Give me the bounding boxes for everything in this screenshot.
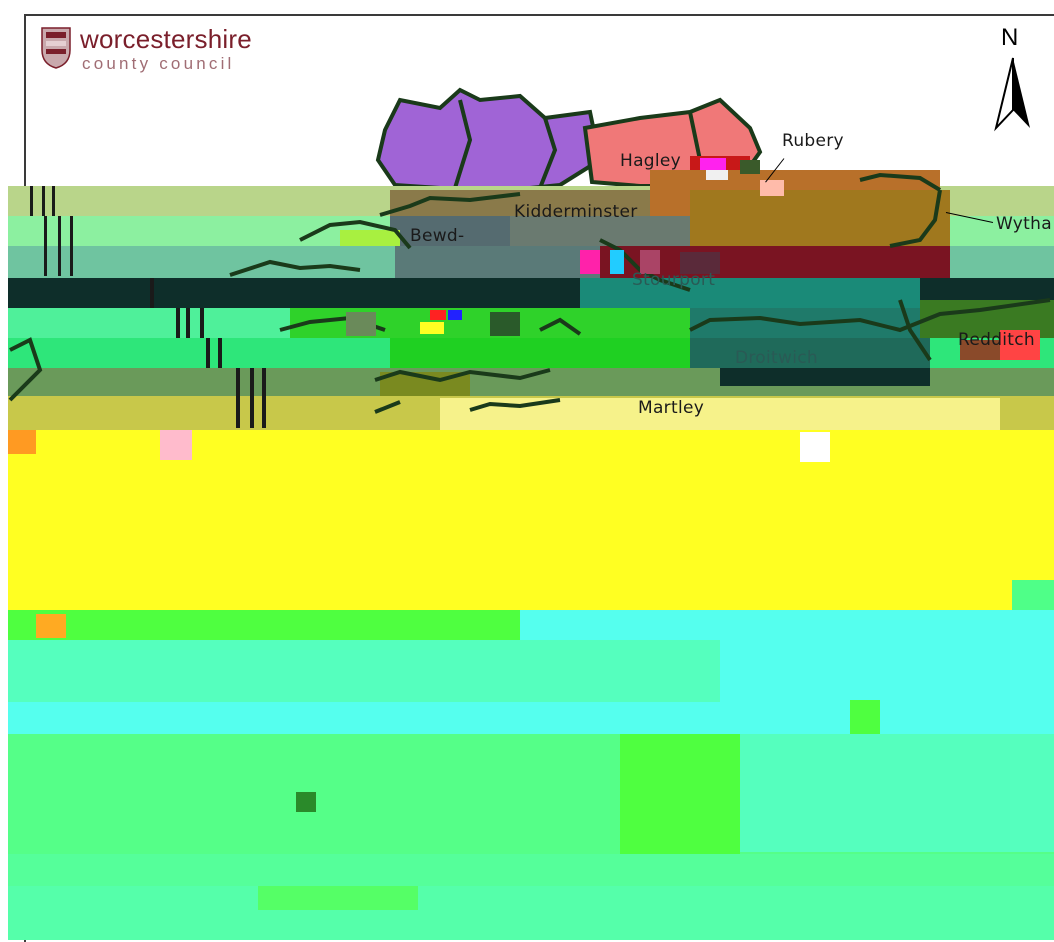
place-label-redditch: Redditch <box>958 330 1035 350</box>
region-purple <box>375 87 603 193</box>
place-label-kidderminster: Kidderminster <box>514 202 638 222</box>
place-label-hagley: Hagley <box>620 151 682 171</box>
place-label-martley: Martley <box>638 398 705 418</box>
place-label-stourport: Stourport <box>632 270 716 290</box>
artifact-bars <box>30 186 266 428</box>
logo-subtitle: county council <box>82 54 235 73</box>
north-arrow-icon <box>994 57 1030 132</box>
place-label-rubery: Rubery <box>782 131 844 151</box>
logo-wordmark: worcestershire <box>80 24 252 54</box>
place-label-bewdley: Bewd- <box>410 226 465 246</box>
place-label-wythall: Wytha <box>996 214 1052 234</box>
north-arrow: N <box>988 24 1038 136</box>
district-boundaries <box>8 172 1051 414</box>
noise-blocks <box>8 158 1054 812</box>
place-label-droitwich: Droitwich <box>735 348 818 368</box>
council-crest-icon <box>41 27 71 69</box>
council-logo: worcestershire county council <box>40 24 300 78</box>
north-label: N <box>1001 24 1019 51</box>
